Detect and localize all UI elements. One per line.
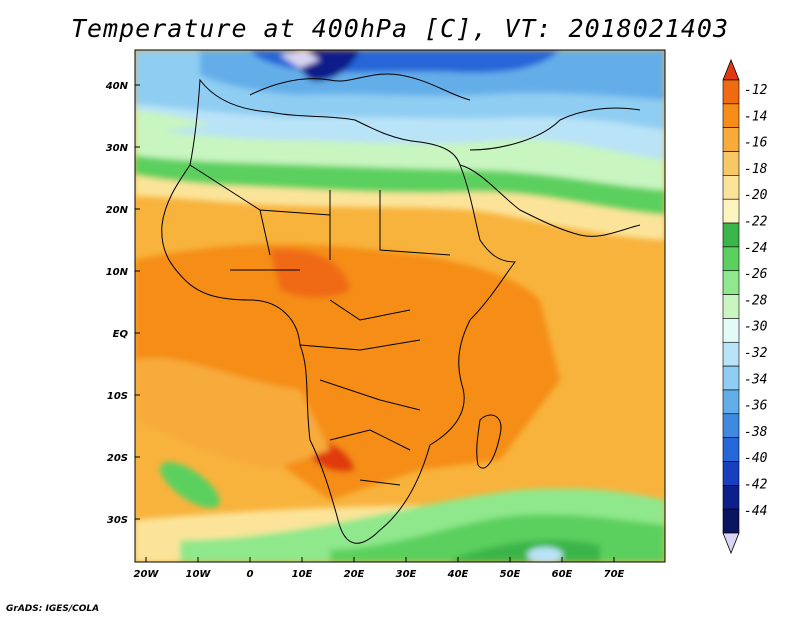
colorbar-cell: [722, 413, 740, 438]
colorbar-bottom-arrow: [722, 532, 740, 555]
lat-label: 20S: [107, 453, 128, 464]
colorbar-label: -36: [744, 399, 768, 414]
lon-label: 20W: [134, 569, 160, 580]
colorbar-label: -18: [744, 162, 768, 177]
colorbar-label: -22: [744, 215, 768, 230]
colorbar-labels: -12 -14 -16 -18 -20 -22 -24 -26 -28 -30 -32 -34 -36 -…: [744, 83, 768, 519]
colorbar-cell: [722, 127, 740, 152]
coastlines: [161, 73, 641, 544]
map-title: Temperature at 400hPa [C], VT: 201802140…: [70, 14, 730, 43]
lat-label: EQ: [113, 329, 129, 340]
colorbar-label: -28: [744, 293, 768, 308]
colorbar-label: -16: [744, 136, 768, 151]
grads-credit: GrADS: IGES/COLA: [6, 604, 100, 614]
colorbar-cell: [722, 341, 740, 367]
lat-label: 10S: [107, 391, 128, 402]
colorbar-label: -40: [744, 451, 768, 466]
lat-label: 30S: [107, 515, 128, 526]
lat-label: 30N: [106, 143, 129, 154]
lon-label: 10E: [292, 569, 313, 580]
colorbar-cell: [722, 198, 740, 224]
colorbar: -12 -14 -16 -18 -20 -22 -24 -26 -28 -30 -32 -34 -36 -…: [722, 58, 768, 555]
colorbar-cell: [722, 246, 740, 272]
colorbar-cell: [722, 389, 740, 415]
colorbar-cell: [722, 485, 740, 510]
colorbar-cell: [722, 151, 740, 176]
colorbar-cell: [722, 222, 740, 248]
longitude-labels: 20W 10W 0 10E 20E 30E 40E 50E 60E 70E: [134, 569, 625, 580]
colorbar-cell: [722, 365, 740, 391]
colorbar-label: -44: [744, 504, 767, 519]
colorbar-top-arrow: [722, 58, 740, 81]
lon-label: 50E: [500, 569, 521, 580]
lon-label: 30E: [396, 569, 417, 580]
lat-ticks: [135, 84, 140, 520]
lon-label: 40E: [447, 569, 469, 580]
plot-frame: [134, 49, 666, 563]
colorbar-cell: [722, 294, 740, 319]
colorbar-label: -32: [744, 346, 768, 361]
lon-label: 20E: [344, 569, 365, 580]
lat-label: 40N: [105, 81, 129, 92]
colorbar-label: -26: [744, 267, 768, 282]
lon-label: 10W: [186, 569, 212, 580]
colorbar-label: -42: [744, 478, 768, 493]
lon-label: 70E: [604, 569, 625, 580]
colorbar-cell: [722, 175, 740, 200]
colorbar-label: -38: [744, 425, 768, 440]
lon-label: 60E: [552, 569, 573, 580]
colorbar-cell: [722, 79, 740, 105]
colorbar-label: -14: [744, 109, 767, 124]
lon-label: 0: [247, 569, 254, 580]
colorbar-label: -12: [744, 83, 768, 98]
colorbar-cell: [722, 461, 740, 486]
lon-ticks: [145, 557, 615, 562]
colorbar-cell: [722, 318, 740, 343]
colorbar-cell: [722, 103, 740, 128]
colorbar-label: -20: [744, 188, 768, 203]
colorbar-label: -30: [744, 320, 768, 335]
colorbar-cell: [722, 508, 740, 534]
colorbar-label: -34: [744, 372, 767, 387]
colorbar-cell: [722, 270, 740, 295]
colorbar-label: -24: [744, 241, 767, 256]
latitude-labels: 40N 30N 20N 10N EQ 10S 20S 30S: [105, 81, 129, 526]
lat-label: 20N: [106, 205, 129, 216]
temperature-field: [135, 50, 665, 562]
colorbar-cell: [722, 437, 740, 462]
lat-label: 10N: [106, 267, 129, 278]
